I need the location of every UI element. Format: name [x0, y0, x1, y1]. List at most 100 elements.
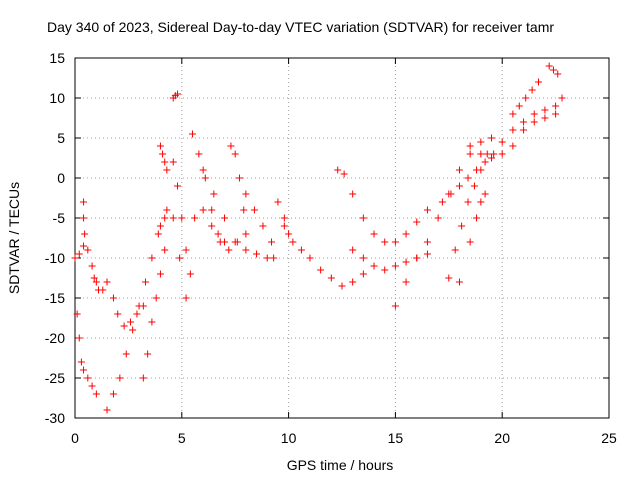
series-arc3	[80, 198, 89, 238]
data-point	[199, 206, 207, 214]
data-point	[133, 310, 141, 318]
data-point	[120, 322, 128, 330]
data-point	[77, 358, 85, 366]
data-point	[92, 390, 100, 398]
data-point	[176, 254, 184, 262]
data-point	[214, 230, 222, 238]
data-point	[334, 166, 342, 174]
data-point	[191, 214, 199, 222]
data-point	[391, 262, 399, 270]
data-point	[464, 174, 472, 182]
data-point	[161, 246, 169, 254]
data-point	[227, 142, 235, 150]
data-point	[208, 222, 216, 230]
data-point	[148, 254, 156, 262]
data-point	[423, 250, 431, 258]
data-point	[370, 230, 378, 238]
data-point	[169, 158, 177, 166]
data-point	[182, 294, 190, 302]
y-tick-label: -5	[53, 210, 66, 226]
series-arc13	[191, 206, 250, 254]
y-tick-label: 5	[57, 130, 65, 146]
y-tick-label: -15	[45, 290, 65, 306]
data-point	[473, 166, 481, 174]
data-point	[109, 294, 117, 302]
data-point	[144, 350, 152, 358]
data-point	[545, 62, 553, 70]
grid-lines	[75, 58, 609, 418]
data-point	[231, 238, 239, 246]
chart-title: Day 340 of 2023, Sidereal Day-to-day VTE…	[47, 19, 554, 35]
data-point	[253, 250, 261, 258]
series-arc8	[156, 142, 171, 174]
data-point	[552, 102, 560, 110]
data-point	[306, 254, 314, 262]
data-point	[359, 270, 367, 278]
data-point	[285, 230, 293, 238]
data-point	[88, 382, 96, 390]
series-arc19	[334, 166, 431, 246]
data-point	[349, 246, 357, 254]
data-point	[88, 262, 96, 270]
data-point	[423, 206, 431, 214]
data-point	[71, 254, 79, 262]
data-point	[481, 190, 489, 198]
data-point	[116, 374, 124, 382]
series-arc16	[242, 190, 276, 246]
series-arc23	[438, 94, 566, 206]
data-point	[481, 158, 489, 166]
y-tick-label: -30	[45, 410, 65, 426]
x-tick-label: 15	[388, 430, 404, 446]
x-axis-label: GPS time / hours	[287, 457, 394, 473]
data-point	[466, 150, 474, 158]
data-point	[327, 274, 335, 282]
data-point	[231, 150, 239, 158]
data-point	[458, 222, 466, 230]
data-point	[208, 206, 216, 214]
data-point	[280, 222, 288, 230]
series-arc17	[274, 198, 293, 238]
data-point	[270, 254, 278, 262]
data-point	[73, 310, 81, 318]
data-point	[541, 106, 549, 114]
data-point	[80, 366, 88, 374]
y-tick-label: -20	[45, 330, 65, 346]
data-point	[109, 390, 117, 398]
series-arc2	[73, 310, 100, 398]
data-point	[509, 142, 517, 150]
data-point	[242, 230, 250, 238]
data-point	[535, 78, 543, 86]
series-arc24	[466, 110, 560, 162]
series-arc12	[188, 130, 229, 246]
data-point	[148, 318, 156, 326]
series-arc27	[455, 190, 489, 286]
data-point	[455, 166, 463, 174]
data-point	[381, 266, 389, 274]
data-point	[152, 294, 160, 302]
data-marks	[71, 62, 566, 414]
data-point	[75, 334, 83, 342]
data-point	[381, 238, 389, 246]
data-point	[174, 182, 182, 190]
data-point	[477, 198, 485, 206]
data-point	[114, 310, 122, 318]
y-tick-label: -10	[45, 250, 65, 266]
data-point	[488, 134, 496, 142]
x-tick-label: 5	[178, 430, 186, 446]
data-point	[317, 266, 325, 274]
y-axis-label: SDTVAR / TECUs	[6, 182, 22, 294]
y-tick-label: 0	[57, 170, 65, 186]
data-point	[75, 250, 83, 258]
data-point	[447, 190, 455, 198]
series-arc18	[280, 222, 367, 290]
data-point	[552, 110, 560, 118]
data-point	[297, 246, 305, 254]
data-point	[122, 350, 130, 358]
data-point	[466, 142, 474, 150]
data-point	[103, 406, 111, 414]
data-point	[522, 94, 530, 102]
data-point	[90, 274, 98, 282]
data-point	[169, 214, 177, 222]
data-point	[515, 102, 523, 110]
